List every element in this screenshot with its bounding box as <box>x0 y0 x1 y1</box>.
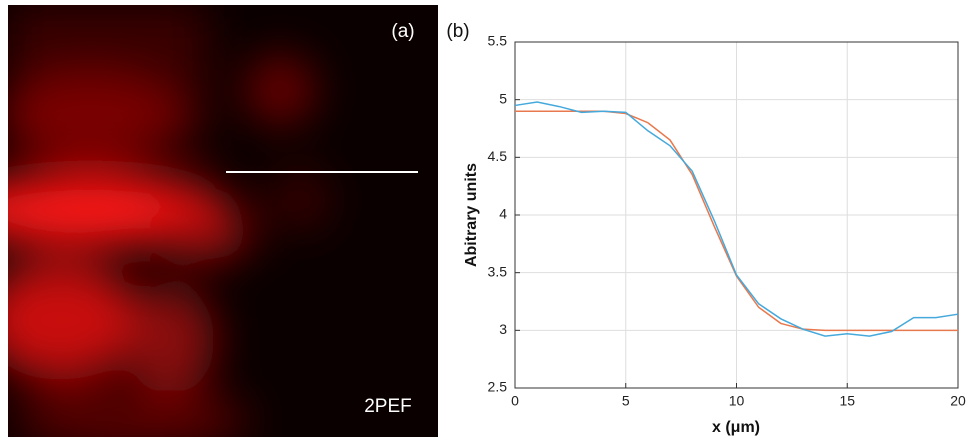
x-tick-label: 15 <box>839 393 855 409</box>
y-tick-label: 4 <box>499 206 507 222</box>
plot-frame <box>514 41 959 389</box>
y-tick-label: 5.5 <box>488 33 508 49</box>
panel-label: (b) <box>446 21 469 42</box>
x-axis-label: x (μm) <box>712 419 760 436</box>
y-tick-label: 3.5 <box>488 263 508 279</box>
y-tick-label: 2.5 <box>488 379 508 395</box>
x-tick-label: 20 <box>950 393 966 409</box>
image-caption: 2PEF <box>364 396 412 417</box>
y-tick-label: 5 <box>499 90 507 106</box>
microscopy-image <box>8 5 438 437</box>
y-tick-label: 4.5 <box>488 148 508 164</box>
x-tick-label: 5 <box>622 393 630 409</box>
data-line <box>514 101 959 337</box>
x-tick-label: 0 <box>511 393 519 409</box>
panel-label: (a) <box>391 21 414 42</box>
y-tick-label: 3 <box>499 321 507 337</box>
y-axis-label: Abitrary units <box>463 163 480 267</box>
x-tick-label: 10 <box>729 393 745 409</box>
